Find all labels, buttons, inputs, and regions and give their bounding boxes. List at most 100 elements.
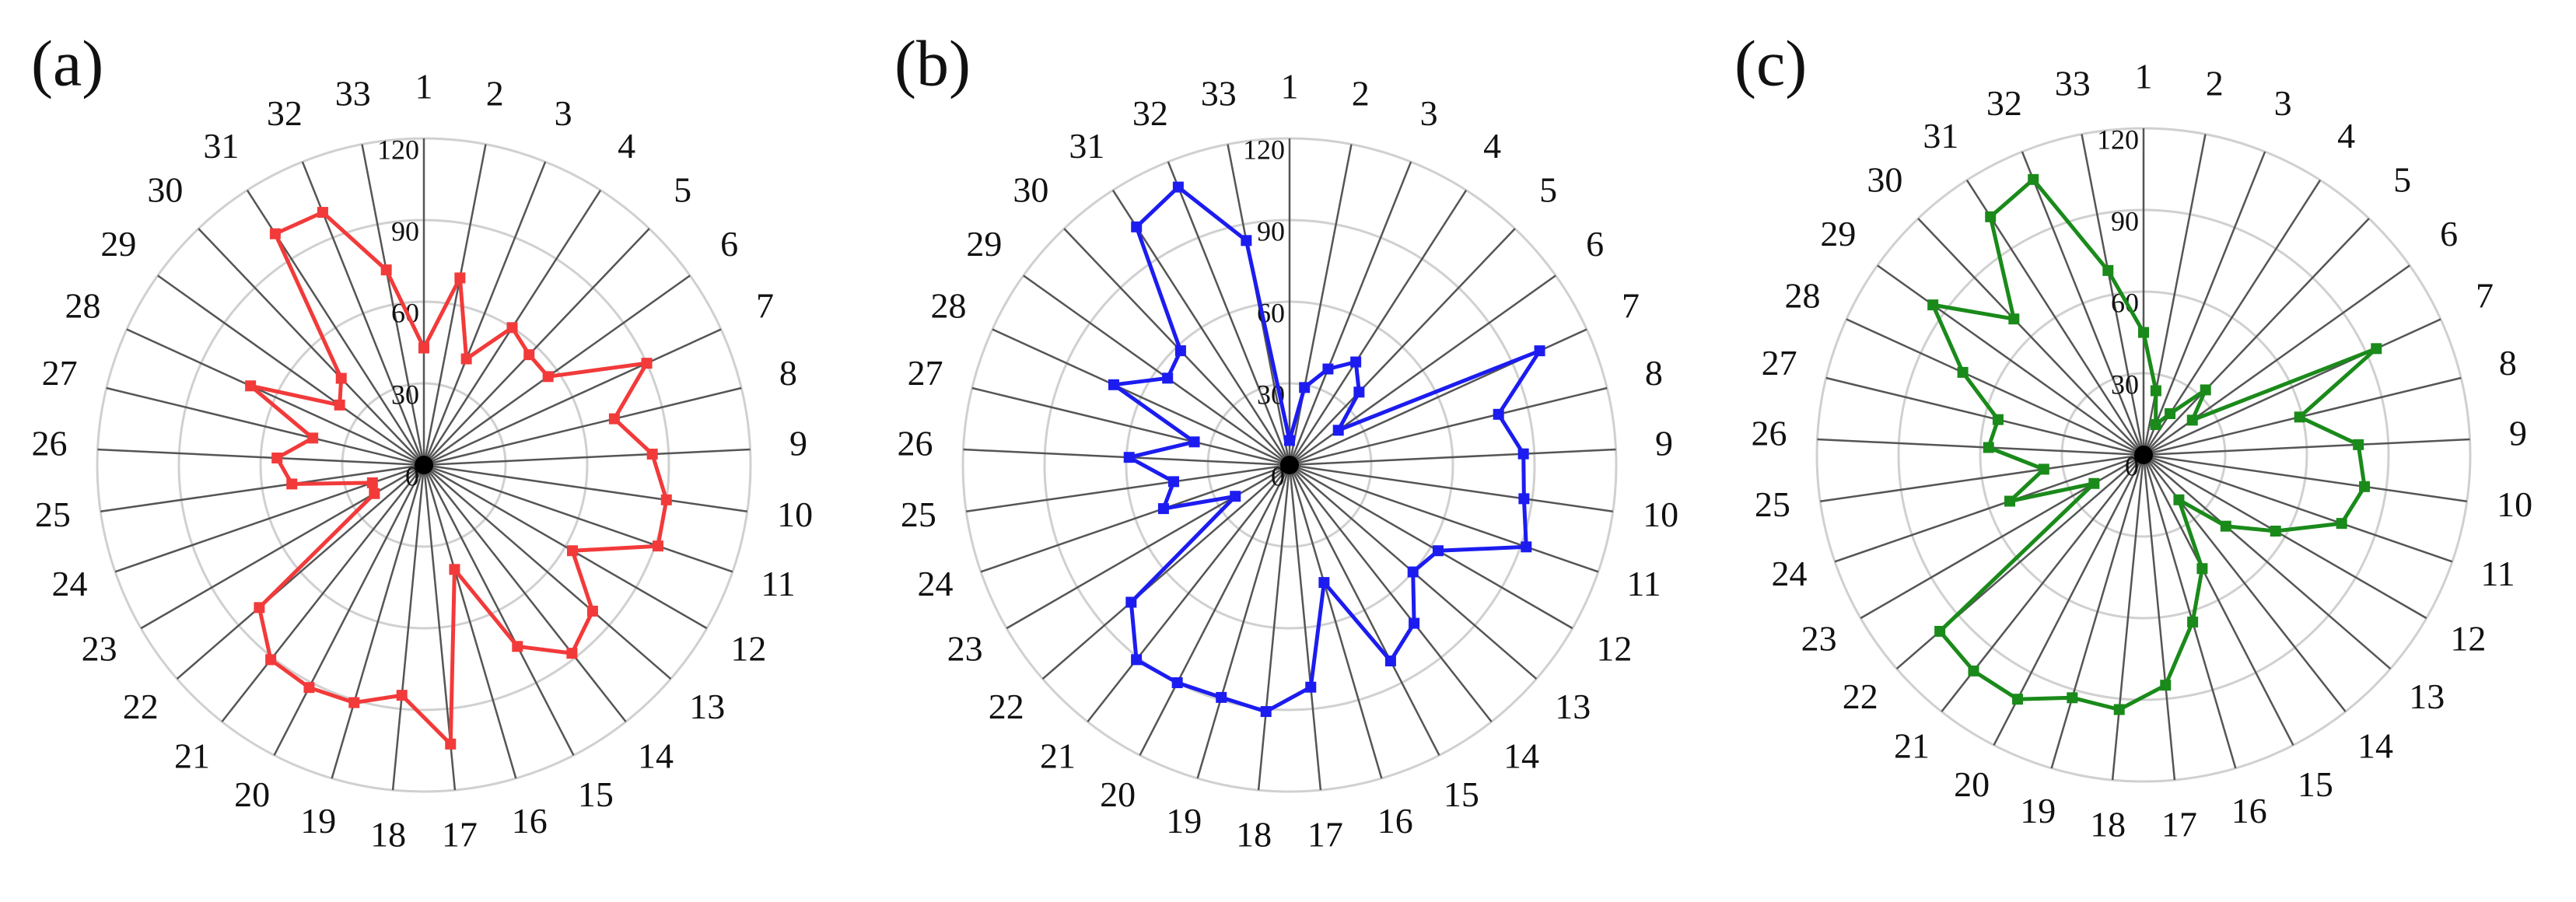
spoke [1289,463,1599,573]
data-point [2150,385,2161,397]
data-point [1168,476,1180,488]
spoke [423,463,747,513]
spoke [1288,464,1440,756]
category-label: 5 [674,170,691,210]
category-label: 22 [1843,676,1878,716]
category-label: 32 [267,93,303,133]
spoke [1877,264,2144,456]
spoke [1820,453,2144,503]
category-label: 4 [2337,116,2355,156]
spoke [2081,134,2145,456]
data-point [2186,414,2198,426]
category-label: 6 [720,224,738,264]
data-point [1407,566,1419,578]
spoke [1288,161,1412,466]
category-label: 7 [2476,275,2494,315]
data-point [2371,343,2382,355]
data-point [1927,299,1939,311]
category-label: 14 [638,736,674,775]
category-label: 8 [1645,353,1663,393]
category-label: 6 [1586,224,1604,264]
data-point [1521,541,1532,553]
spoke [2021,151,2145,456]
category-label: 32 [1132,93,1168,133]
data-point [2028,173,2039,185]
category-label: 4 [1483,126,1501,166]
category-label: 17 [1307,814,1343,854]
r-tick-label: 90 [391,215,419,246]
spoke [966,463,1290,513]
r-tick-label: 30 [2111,369,2139,400]
data-point [348,697,360,708]
data-point [1432,545,1444,557]
spoke [1289,228,1516,466]
spoke [1846,318,2144,456]
data-point [335,372,347,384]
data-point [2113,704,2125,715]
r-tick-label: 90 [2111,205,2139,236]
category-label: 30 [1013,170,1048,210]
spoke [1289,463,1613,513]
spoke [1817,438,2144,456]
data-point [1241,235,1252,246]
category-label: 31 [203,126,239,166]
data-point [1517,448,1529,460]
category-label: 29 [1820,214,1856,253]
data-point [1305,681,1317,693]
data-point [512,641,523,652]
data-point [1518,493,1530,505]
category-label: 13 [2409,676,2445,716]
category-label: 11 [2480,554,2515,593]
spoke [422,464,517,779]
category-label: 25 [901,495,936,534]
data-point [366,477,378,488]
spoke [1834,453,2144,563]
spoke [273,464,425,756]
data-point [1350,356,1362,368]
category-label: 23 [82,629,117,669]
category-label: 2 [486,73,504,113]
category-label: 29 [100,224,136,264]
category-label: 1 [1281,67,1299,107]
data-point [2220,520,2231,532]
data-point [380,264,392,276]
spoke [126,328,425,467]
data-point [449,564,460,575]
category-label: 21 [174,736,210,775]
data-point [2187,616,2199,628]
data-point [396,690,408,701]
data-point [2196,563,2208,575]
category-label: 12 [730,629,766,669]
data-point [608,413,620,425]
r-tick-label: 120 [377,134,419,165]
data-point [542,371,554,383]
data-point [2200,384,2211,396]
spoke [1288,189,1468,466]
category-label: 12 [1596,629,1632,669]
data-point [1992,414,2004,425]
data-point [2004,495,2016,507]
spoke [423,228,650,466]
category-label: 30 [147,170,183,210]
data-point [265,654,277,666]
data-point [2088,477,2100,489]
spoke [980,463,1290,573]
r-tick-label: 90 [1257,215,1285,246]
data-point [2012,694,2024,705]
category-label: 9 [1655,424,1673,463]
category-label: 4 [618,126,635,166]
data-point [1230,491,1241,502]
spoke [992,328,1290,467]
data-point [1172,181,1184,193]
category-label: 18 [1236,814,1272,854]
category-label: 21 [1040,736,1076,775]
spoke [2143,454,2347,712]
spoke [1895,454,2144,670]
spoke [1087,464,1290,722]
spoke [157,274,425,467]
data-point [2336,518,2347,530]
spoke [2142,134,2207,456]
spoke [2143,218,2370,456]
spoke [1917,218,2144,456]
category-label: 17 [442,814,478,854]
